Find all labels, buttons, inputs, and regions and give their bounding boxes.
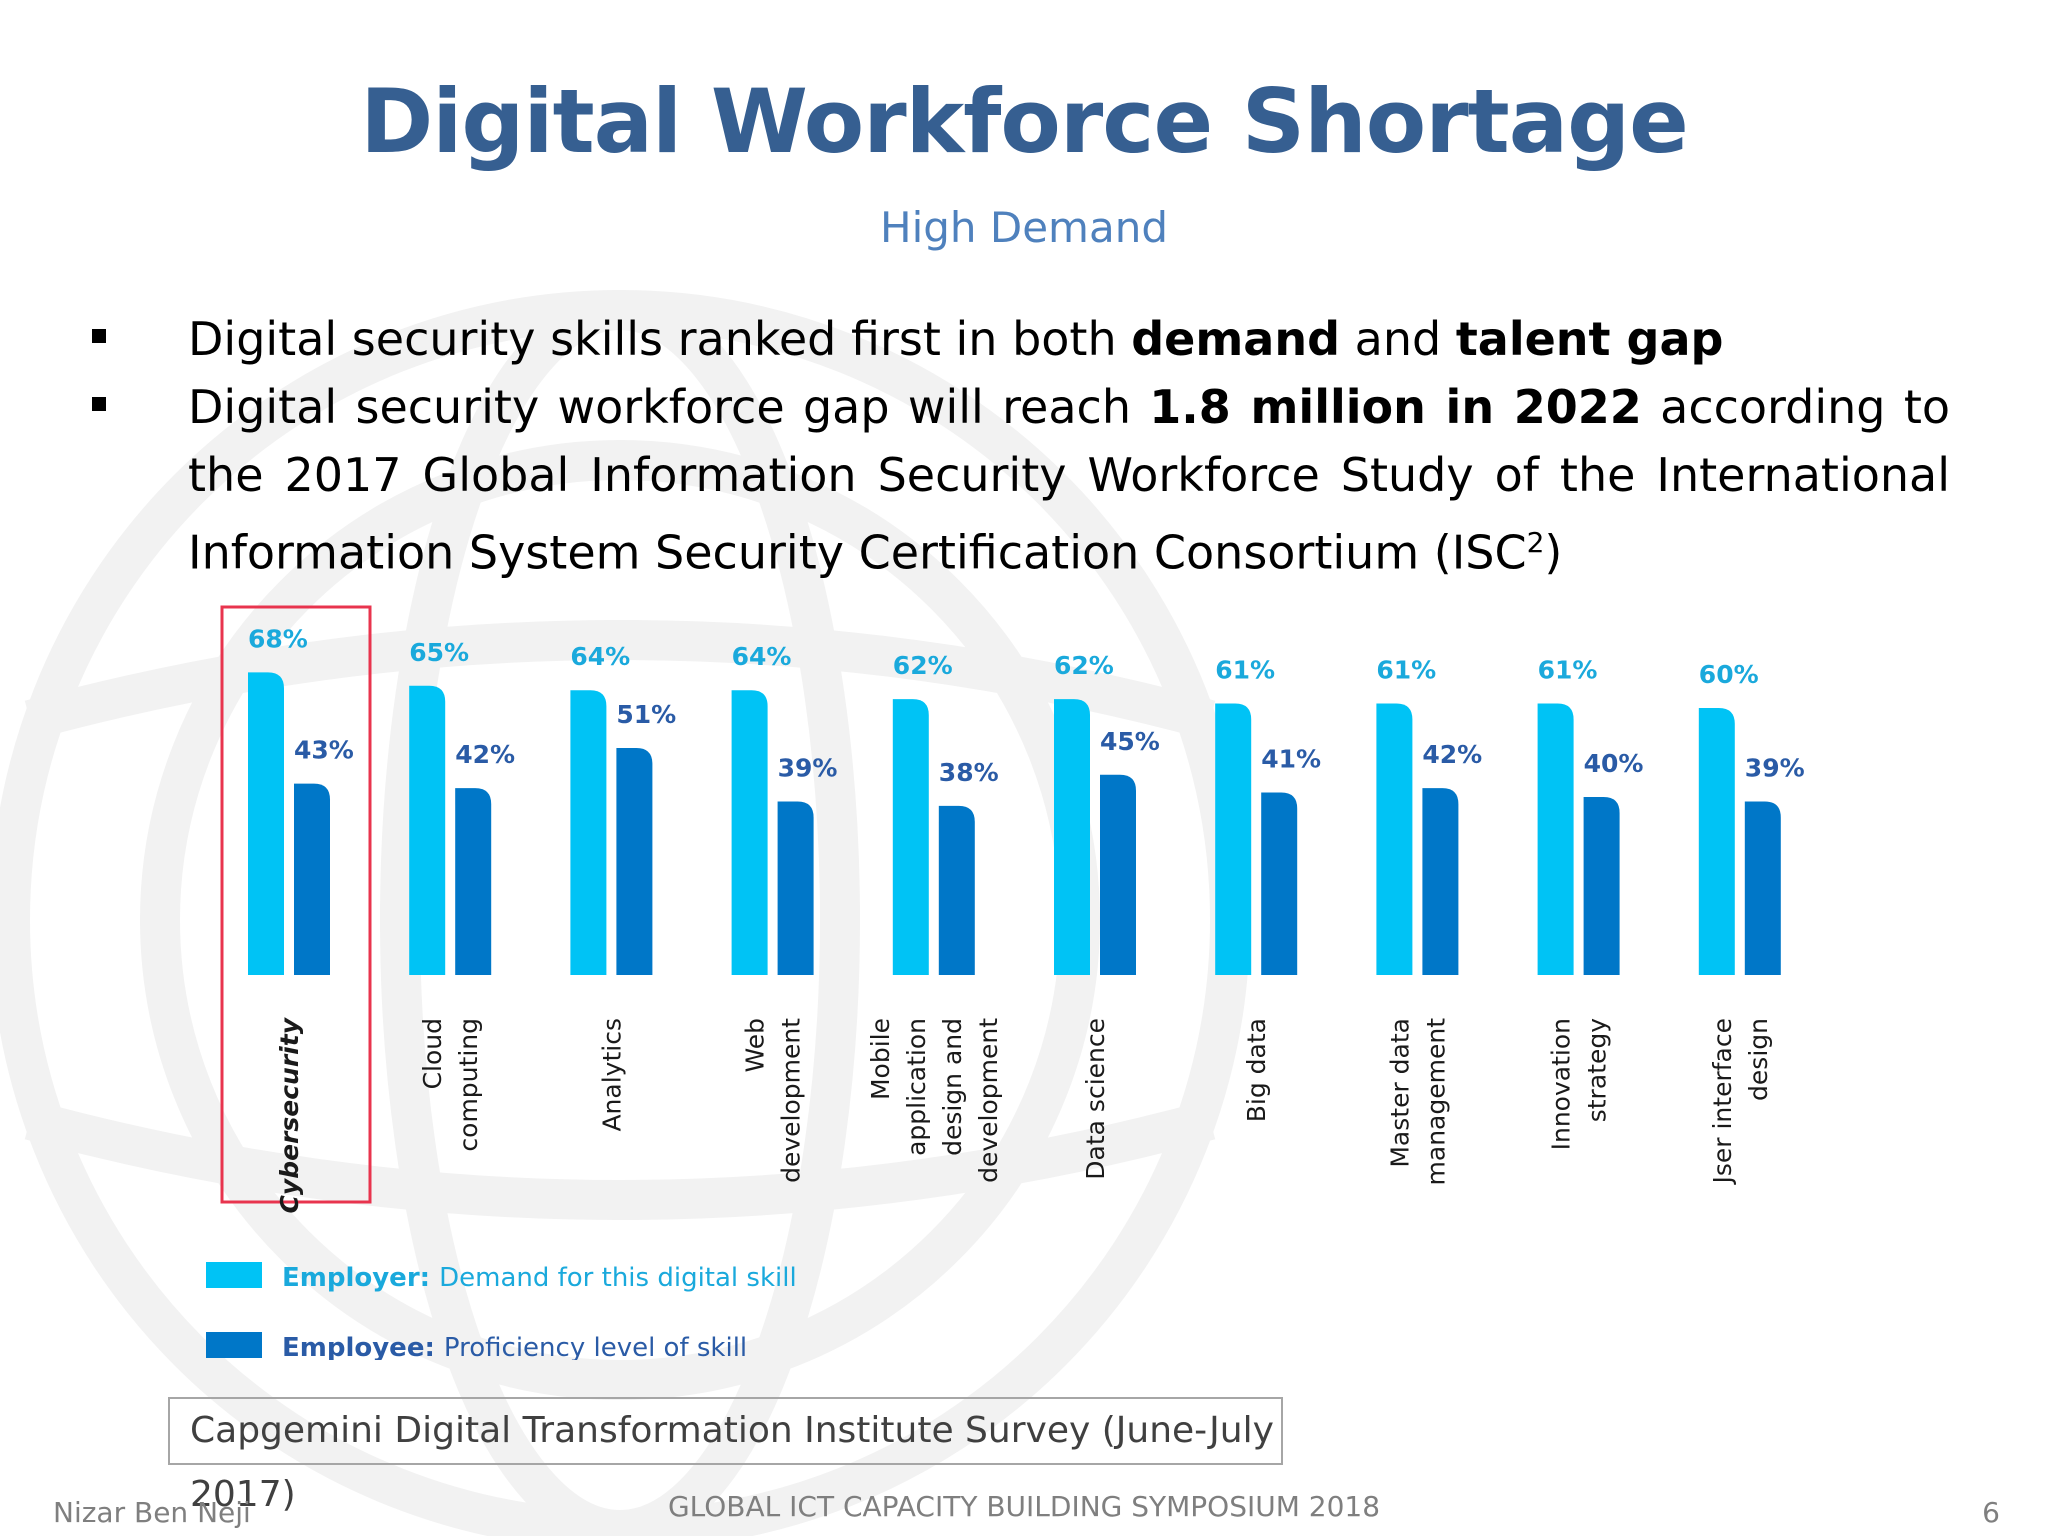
bullet-bold-text: demand bbox=[1131, 312, 1341, 366]
legend-swatch-demand bbox=[206, 1262, 262, 1288]
demand-value-label: 61% bbox=[1538, 656, 1598, 685]
proficiency-bar bbox=[1422, 788, 1459, 975]
demand-value-label: 65% bbox=[409, 638, 469, 667]
demand-bar bbox=[1215, 703, 1252, 975]
demand-value-label: 61% bbox=[1215, 656, 1275, 685]
page-title: Digital Workforce Shortage bbox=[360, 70, 1689, 173]
category-tick-label: Innovation bbox=[1547, 1018, 1576, 1150]
page-number: 6 bbox=[1982, 1496, 2000, 1529]
demand-value-label: 62% bbox=[893, 651, 953, 680]
category-tick-label: Big data bbox=[1242, 1018, 1271, 1122]
category-tick-label: Cloud bbox=[418, 1018, 447, 1089]
demand-value-label: 60% bbox=[1699, 660, 1759, 689]
category-tick-label: Master data bbox=[1385, 1018, 1414, 1168]
proficiency-value-label: 43% bbox=[294, 736, 354, 765]
proficiency-bar bbox=[1100, 774, 1136, 975]
proficiency-bar bbox=[455, 788, 492, 975]
demand-bar bbox=[731, 690, 768, 975]
legend-label-proficiency: Employee: Proficiency level of skill bbox=[282, 1333, 747, 1360]
demand-bar bbox=[1376, 703, 1413, 975]
proficiency-value-label: 41% bbox=[1261, 745, 1321, 774]
proficiency-bar bbox=[777, 801, 814, 975]
proficiency-value-label: 51% bbox=[616, 700, 676, 729]
category-tick-label: Mobile bbox=[866, 1018, 895, 1100]
category-tick-label: management bbox=[1421, 1018, 1450, 1186]
legend-label-demand: Employer: Demand for this digital skill bbox=[282, 1263, 797, 1293]
legend-swatch-proficiency bbox=[206, 1332, 262, 1358]
bullet-item-2: Digital security workforce gap will reac… bbox=[90, 373, 1950, 586]
bullet-list: Digital security skills ranked first in … bbox=[90, 305, 1950, 586]
bullet-bold-text: talent gap bbox=[1455, 312, 1724, 366]
proficiency-value-label: 42% bbox=[1422, 740, 1482, 769]
demand-bar bbox=[1537, 703, 1574, 975]
proficiency-value-label: 45% bbox=[1100, 727, 1160, 756]
footer-event: GLOBAL ICT CAPACITY BUILDING SYMPOSIUM 2… bbox=[667, 1490, 1381, 1523]
demand-value-label: 64% bbox=[732, 642, 792, 671]
demand-bar bbox=[1054, 699, 1090, 975]
proficiency-bar bbox=[1583, 797, 1620, 975]
demand-value-label: 62% bbox=[1054, 651, 1114, 680]
bullet-item-1: Digital security skills ranked first in … bbox=[90, 305, 1950, 373]
proficiency-value-label: 39% bbox=[1745, 753, 1805, 782]
bullet-text: according to the 2017 Global Information… bbox=[188, 380, 1950, 580]
bullet-bold-text: 1.8 million in 2022 bbox=[1149, 380, 1642, 434]
category-tick-label: Analytics bbox=[597, 1018, 626, 1132]
category-tick-label: Cybersecurity bbox=[275, 1016, 304, 1213]
highlight-box bbox=[220, 605, 372, 1204]
category-tick-label: Web bbox=[741, 1018, 770, 1073]
demand-bar bbox=[409, 685, 446, 975]
bullet-text: and bbox=[1340, 312, 1456, 366]
proficiency-bar bbox=[616, 748, 653, 975]
skills-bar-chart: 68% 43% Cybersecurity 65% 42% Cloud computing 6… bbox=[206, 605, 1805, 1360]
bullet-text: ) bbox=[1544, 525, 1563, 580]
demand-bar bbox=[1698, 708, 1735, 975]
bullet-square-icon bbox=[92, 329, 106, 343]
category-tick-label: Jser interface bbox=[1708, 1018, 1737, 1186]
category-tick-label: Data science bbox=[1081, 1018, 1110, 1180]
category-tick-label: design and bbox=[938, 1018, 967, 1156]
category-tick-label: development bbox=[777, 1018, 806, 1183]
bullet-text: Digital security skills ranked first in … bbox=[188, 312, 1132, 366]
demand-bar bbox=[570, 690, 607, 975]
footer-author: Nizar Ben Neji bbox=[53, 1496, 251, 1529]
proficiency-bar bbox=[294, 783, 330, 975]
demand-value-label: 61% bbox=[1376, 656, 1436, 685]
category-tick-label: design bbox=[1744, 1018, 1773, 1101]
superscript: 2 bbox=[1526, 526, 1545, 559]
category-tick-label: development bbox=[974, 1018, 1003, 1183]
demand-bar bbox=[248, 672, 284, 975]
demand-value-label: 64% bbox=[570, 642, 630, 671]
proficiency-value-label: 39% bbox=[778, 753, 838, 782]
source-caption: Capgemini Digital Transformation Institu… bbox=[168, 1397, 1283, 1515]
page-subtitle: High Demand bbox=[880, 203, 1168, 252]
bullet-text: Digital security workforce gap will reac… bbox=[188, 380, 1150, 434]
proficiency-value-label: 42% bbox=[455, 740, 515, 769]
proficiency-bar bbox=[1744, 801, 1781, 975]
category-tick-label: computing bbox=[454, 1018, 483, 1152]
category-tick-label: application bbox=[902, 1018, 931, 1156]
bullet-square-icon bbox=[92, 397, 106, 411]
category-tick-label: strategy bbox=[1583, 1018, 1612, 1122]
proficiency-value-label: 38% bbox=[939, 758, 999, 787]
proficiency-bar bbox=[1261, 792, 1298, 975]
proficiency-value-label: 40% bbox=[1584, 749, 1644, 778]
proficiency-bar bbox=[938, 805, 975, 975]
demand-bar bbox=[892, 699, 929, 975]
demand-value-label: 68% bbox=[248, 624, 308, 653]
